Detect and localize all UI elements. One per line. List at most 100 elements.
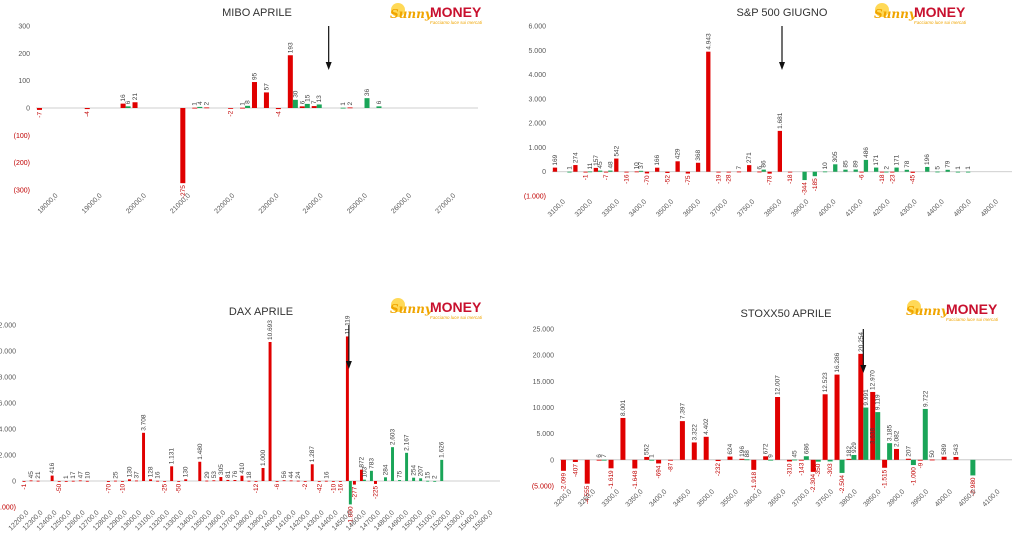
bar <box>955 171 961 173</box>
data-label: -344 <box>802 182 809 195</box>
x-tick-label: 3300,0 <box>601 488 621 508</box>
y-tick-label: (300) <box>14 188 30 195</box>
bar <box>292 99 298 108</box>
bar <box>787 171 793 173</box>
x-tick-label: 26000,0 <box>390 192 413 215</box>
bar <box>608 170 613 172</box>
data-label: -303 <box>827 463 834 476</box>
bar <box>240 107 246 109</box>
data-label: 130 <box>126 466 133 477</box>
bar <box>905 458 911 460</box>
bar <box>228 108 234 109</box>
data-label: 672 <box>763 443 770 454</box>
sun-icon <box>907 300 921 314</box>
data-label: -275 <box>180 185 187 198</box>
bar <box>859 171 864 173</box>
bar <box>233 480 237 481</box>
x-tick-label: 23000,0 <box>258 192 281 215</box>
bar <box>345 336 349 481</box>
bar <box>180 108 186 184</box>
data-label: 16 <box>155 471 162 479</box>
data-label: 410 <box>239 462 246 473</box>
bar <box>204 107 210 109</box>
bar <box>614 158 619 172</box>
data-label: -1.000 <box>910 467 917 486</box>
data-label: 207 <box>905 446 912 457</box>
bar <box>874 167 879 172</box>
data-label: -50 <box>56 483 63 493</box>
bar <box>142 432 146 481</box>
bar <box>925 166 930 172</box>
bar <box>644 171 650 174</box>
bar <box>352 481 356 485</box>
data-label: 271 <box>746 152 753 163</box>
data-label: 157 <box>593 155 600 166</box>
bar <box>135 480 138 482</box>
data-label: 10 <box>634 162 641 170</box>
data-label: 21 <box>132 93 139 101</box>
arrow-marker-icon <box>325 26 332 70</box>
chart-title: DAX APRILE <box>229 306 293 318</box>
bar <box>106 481 110 482</box>
bar <box>649 459 655 461</box>
data-label: 182 <box>846 446 853 457</box>
bar <box>767 171 772 174</box>
y-tick-label: 25.000 <box>533 327 555 334</box>
bar <box>177 481 181 482</box>
bar <box>887 443 893 460</box>
bar <box>567 171 572 173</box>
data-label: 6 <box>756 166 763 170</box>
x-tick-label: 4600,0 <box>953 198 973 218</box>
data-label: 2 <box>883 166 890 170</box>
bar <box>603 171 609 173</box>
bar <box>120 481 124 482</box>
data-label: -1.619 <box>608 470 615 489</box>
x-tick-label: 4800,0 <box>980 198 1000 218</box>
x-tick-label: 3750,0 <box>736 198 756 218</box>
data-label: -23 <box>889 174 896 184</box>
bar <box>405 452 409 481</box>
chart-title: STOXX50 APRILE <box>741 308 832 320</box>
bar <box>941 456 947 460</box>
bar <box>655 167 660 172</box>
y-tick-label: 200 <box>18 51 30 58</box>
bar <box>882 459 888 468</box>
data-label: 53 <box>211 471 218 479</box>
bar <box>219 477 223 481</box>
data-label: 11 <box>587 162 594 169</box>
bar <box>894 167 899 172</box>
bar <box>598 170 603 172</box>
logo-money-text: MONEY <box>946 301 998 317</box>
bar <box>310 464 314 481</box>
bar <box>369 470 373 481</box>
data-label: 686 <box>803 443 810 454</box>
bar <box>775 397 781 460</box>
data-label: -407 <box>572 464 579 477</box>
bar <box>751 459 757 470</box>
y-tick-label: 0 <box>542 169 546 176</box>
data-label: 24 <box>295 471 302 479</box>
logo-tagline: Facciamo luce sui mercati <box>430 20 483 25</box>
data-label: 2 <box>204 101 211 105</box>
chart-stoxx50: STOXX50 APRILE Sunny MONEY Facciamo luce su… <box>512 279 1024 558</box>
data-label: -1.648 <box>632 470 639 489</box>
bar <box>71 480 75 482</box>
y-tick-label: (1.000) <box>524 194 546 201</box>
y-tick-label: 20.000 <box>533 353 555 360</box>
data-label: -232 <box>715 463 722 476</box>
data-label: -75 <box>685 175 692 185</box>
x-tick-label: 4300,0 <box>899 198 919 218</box>
y-tick-label: 2.000 <box>528 121 546 128</box>
bar <box>85 480 89 482</box>
bar <box>22 481 26 482</box>
data-label: -6 <box>274 483 281 489</box>
x-tick-label: 24000,0 <box>302 192 325 215</box>
bar <box>839 459 845 473</box>
bar <box>786 459 792 462</box>
bar <box>149 479 153 481</box>
bar <box>311 106 317 108</box>
y-tick-label: 5.000 <box>528 48 546 55</box>
bar <box>128 479 131 481</box>
data-label: -7 <box>36 112 43 118</box>
